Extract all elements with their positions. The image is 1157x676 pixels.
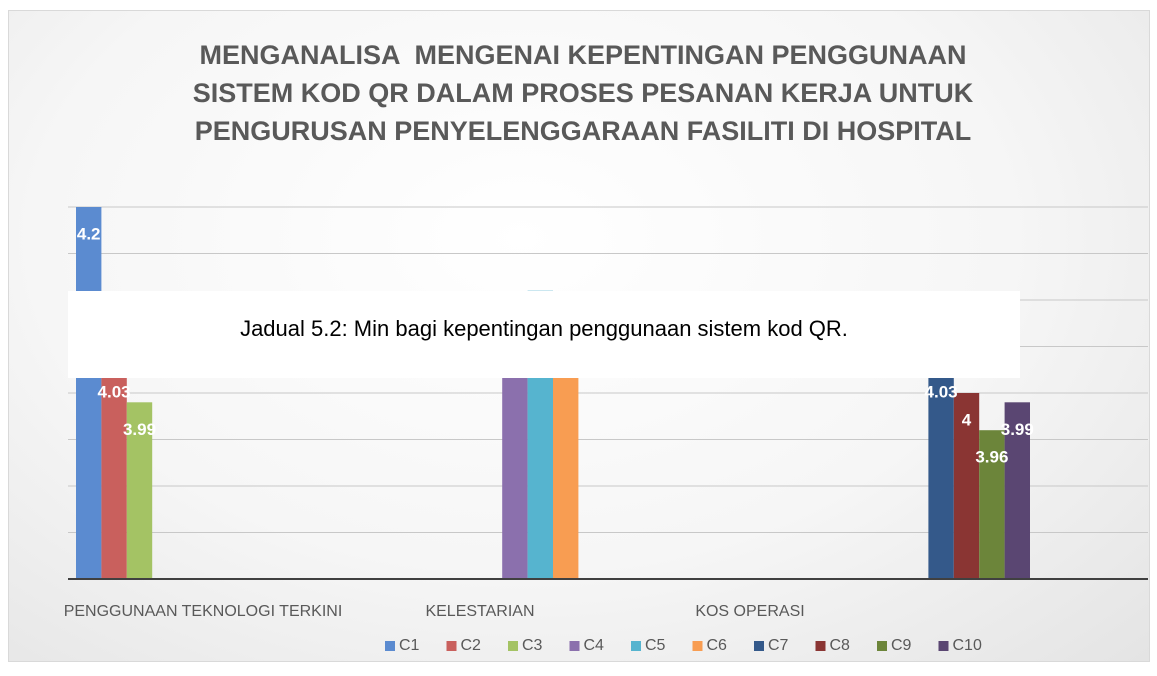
data-label: 4.2 (77, 224, 101, 243)
legend-swatch (938, 641, 949, 651)
data-label: 3.99 (123, 420, 156, 439)
legend-swatch (631, 641, 641, 651)
x-tick-label: KELESTARIAN (425, 603, 535, 620)
data-label: 3.96 (975, 448, 1008, 467)
data-label: 4.03 (98, 383, 131, 402)
legend-swatch (385, 641, 395, 651)
data-label: 4 (962, 410, 972, 429)
legend-swatch (692, 641, 703, 651)
legend-label: C1 (399, 637, 420, 654)
chart-title: MENGANALISA MENGENAI KEPENTINGAN PENGGUN… (192, 40, 981, 146)
legend-label: C6 (707, 637, 728, 654)
bar (953, 393, 980, 579)
legend-swatch (508, 641, 518, 651)
legend-label: C7 (768, 637, 789, 654)
bar (76, 207, 102, 579)
legend-label: C3 (522, 637, 543, 654)
legend-label: C2 (461, 637, 482, 654)
caption: Jadual 5.2: Min bagi kepentingan penggun… (68, 291, 1020, 378)
legend-label: C4 (584, 637, 605, 654)
bar (101, 365, 127, 579)
x-tick-label: KOS OPERASI (695, 603, 805, 620)
legend-swatch (569, 641, 580, 651)
bar (126, 402, 153, 579)
data-label: 3.99 (1001, 420, 1034, 439)
legend-label: C9 (891, 637, 912, 654)
legend-label: C5 (645, 637, 666, 654)
data-label: 4.03 (925, 383, 958, 402)
legend-swatch (446, 641, 457, 651)
x-tick-label: PENGGUNAAN TEKNOLOGI TERKINI (63, 603, 343, 620)
legend-label: C10 (953, 637, 982, 654)
legend-label: C8 (830, 637, 851, 654)
bar (1004, 402, 1030, 579)
bar (928, 365, 954, 579)
legend-swatch (877, 641, 887, 651)
legend-swatch (754, 641, 764, 651)
legend-swatch (815, 641, 826, 651)
bar (979, 430, 1005, 579)
